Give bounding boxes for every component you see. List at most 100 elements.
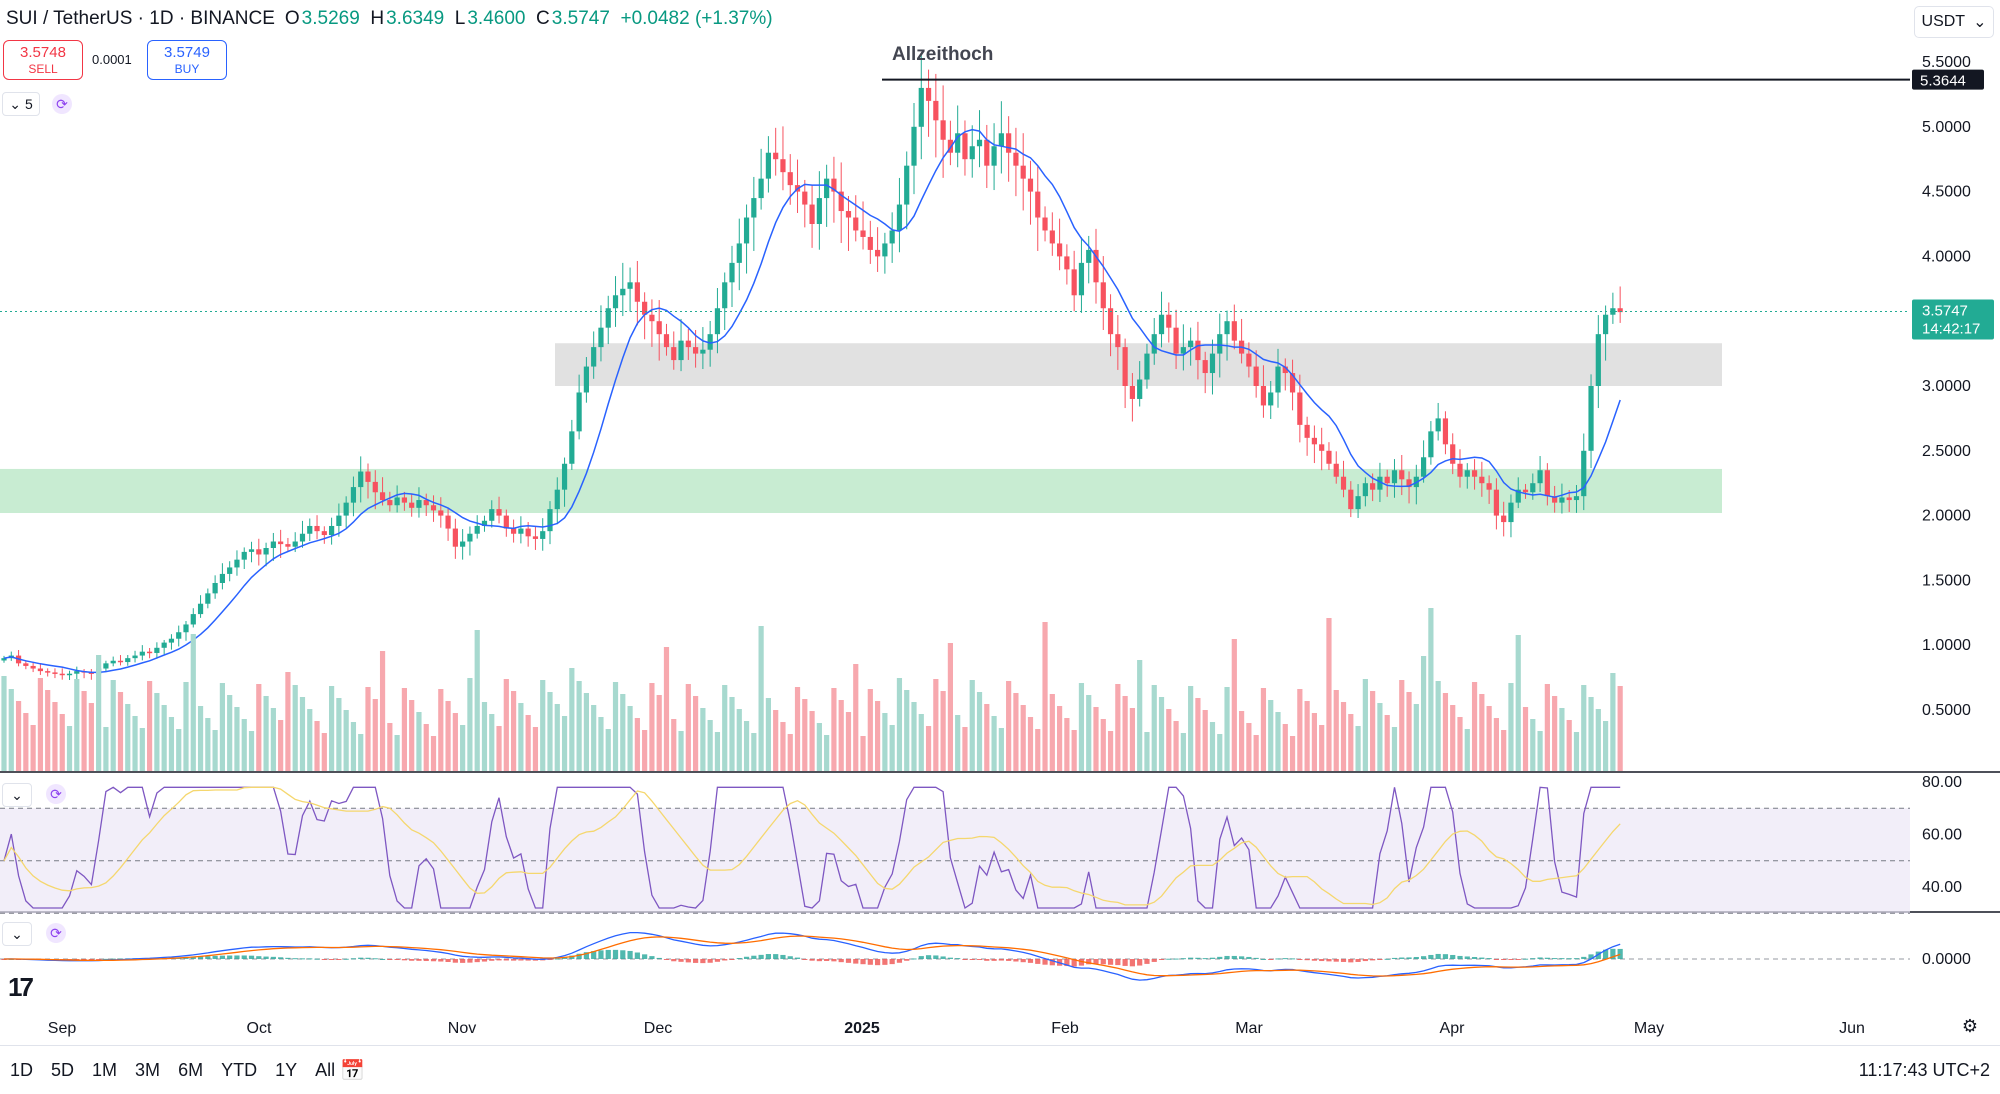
candle-body xyxy=(845,211,852,218)
candle-body xyxy=(416,500,422,508)
macd-histogram-bar xyxy=(1282,958,1288,960)
macd-histogram-bar xyxy=(824,959,830,962)
candle-body xyxy=(1158,314,1165,335)
volume-bar xyxy=(496,726,502,771)
macd-histogram-bar xyxy=(1588,954,1594,959)
candle-body xyxy=(336,515,342,526)
candle-body xyxy=(1355,496,1361,510)
range-ytd[interactable]: YTD xyxy=(221,1060,258,1080)
volume-bar xyxy=(1610,673,1616,771)
macd-histogram-bar xyxy=(503,959,509,961)
candle-body xyxy=(1384,476,1390,484)
volume-bar xyxy=(503,679,509,771)
volume-bar xyxy=(88,703,94,771)
macd-histogram-bar xyxy=(205,956,211,959)
candle-body xyxy=(285,544,291,547)
macd-histogram-bar xyxy=(976,959,983,960)
candle-body xyxy=(583,366,589,393)
range-3m[interactable]: 3M xyxy=(135,1060,161,1080)
volume-bar xyxy=(379,651,386,771)
macd-histogram-bar xyxy=(729,959,735,960)
volume-bar xyxy=(1544,684,1550,771)
volume-bar xyxy=(489,714,495,771)
rsi-collapse-button[interactable]: ⌄ xyxy=(2,783,32,807)
refresh-icon[interactable]: ⟳ xyxy=(52,94,72,114)
range-1m[interactable]: 1M xyxy=(92,1060,118,1080)
candle-body xyxy=(547,509,553,532)
volume-bar xyxy=(1209,722,1216,771)
volume-bar xyxy=(773,710,779,771)
volume-bar xyxy=(511,691,517,771)
macd-histogram-bar xyxy=(307,958,313,960)
volume-bar xyxy=(45,690,51,771)
buy-button[interactable]: 3.5749 BUY xyxy=(147,40,227,80)
candle-body xyxy=(154,647,160,653)
volume-bar xyxy=(416,712,422,771)
candle-body xyxy=(882,243,888,257)
volume-bar xyxy=(307,709,313,771)
candle-body xyxy=(1603,314,1609,335)
range-1d[interactable]: 1D xyxy=(10,1060,34,1080)
macd-histogram-bar xyxy=(409,959,415,961)
macd-histogram-bar xyxy=(663,959,670,960)
gear-icon[interactable]: ⚙ xyxy=(1961,1016,1978,1036)
x-tick: Jun xyxy=(1839,1020,1865,1037)
macd-histogram-bar xyxy=(1508,959,1514,960)
macd-histogram-bar xyxy=(722,959,728,961)
volume-bar xyxy=(212,730,218,771)
volume-bar xyxy=(343,710,349,771)
candle-body xyxy=(591,347,597,367)
volume-bar xyxy=(693,696,699,771)
volume-bar xyxy=(1035,729,1041,771)
symbol-label[interactable]: SUI / TetherUS · 1D · BINANCE xyxy=(6,8,275,29)
candle-body xyxy=(1573,496,1580,501)
signal-line xyxy=(4,935,1621,977)
macd-histogram-bar xyxy=(336,959,342,960)
macd-histogram-bar xyxy=(1399,957,1405,959)
macd-histogram-bar xyxy=(561,957,568,959)
volume-bar xyxy=(278,720,284,771)
candle-body xyxy=(860,230,866,237)
range-1y[interactable]: 1Y xyxy=(275,1060,298,1080)
clock[interactable]: 11:17:43 UTC+2 xyxy=(1858,1060,1990,1080)
macd-histogram-bar xyxy=(1552,958,1558,960)
refresh-icon[interactable]: ⟳ xyxy=(46,923,66,943)
refresh-icon[interactable]: ⟳ xyxy=(46,784,66,804)
x-tick: Sep xyxy=(48,1020,77,1037)
macd-histogram-bar xyxy=(1275,958,1281,960)
candle-body xyxy=(1457,463,1463,477)
candle-body xyxy=(1362,483,1368,497)
currency-select[interactable]: USDT ⌄ xyxy=(1914,6,1994,38)
calendar-icon[interactable]: 📅 xyxy=(340,1060,365,1082)
macd-histogram-bar xyxy=(678,959,684,962)
sell-button[interactable]: 3.5748 SELL xyxy=(3,40,83,80)
volume-bar xyxy=(59,714,65,771)
candle-body xyxy=(278,541,284,545)
macd-histogram-bar xyxy=(984,959,990,961)
candle-body xyxy=(103,663,109,669)
volume-bar xyxy=(1479,694,1485,771)
macd-histogram-bar xyxy=(845,959,852,963)
macd-collapse-button[interactable]: ⌄ xyxy=(2,922,32,946)
macd-histogram-bar xyxy=(1413,956,1419,959)
candle-body xyxy=(1268,392,1274,406)
macd-histogram-bar xyxy=(896,959,903,963)
macd-histogram-bar xyxy=(1013,959,1019,962)
range-all[interactable]: All xyxy=(315,1060,336,1080)
x-tick: Feb xyxy=(1051,1020,1079,1037)
chart-canvas[interactable]: 5.50005.00004.50004.00003.50003.00002.50… xyxy=(0,0,2000,1045)
volume-bar xyxy=(1384,715,1390,771)
macd-histogram-bar xyxy=(554,958,560,960)
macd-histogram-bar xyxy=(1035,959,1041,964)
candle-body xyxy=(1610,308,1616,315)
indicators-toggle[interactable]: ⌄ 5 xyxy=(2,92,40,116)
range-6m[interactable]: 6M xyxy=(178,1060,204,1080)
candle-body xyxy=(314,525,320,532)
volume-bar xyxy=(52,702,58,771)
x-tick: May xyxy=(1634,1020,1664,1037)
candle-body xyxy=(722,282,728,309)
candle-body xyxy=(460,541,466,547)
macd-histogram-bar xyxy=(1020,959,1026,963)
range-5d[interactable]: 5D xyxy=(51,1060,75,1080)
macd-histogram-bar xyxy=(1501,959,1507,960)
